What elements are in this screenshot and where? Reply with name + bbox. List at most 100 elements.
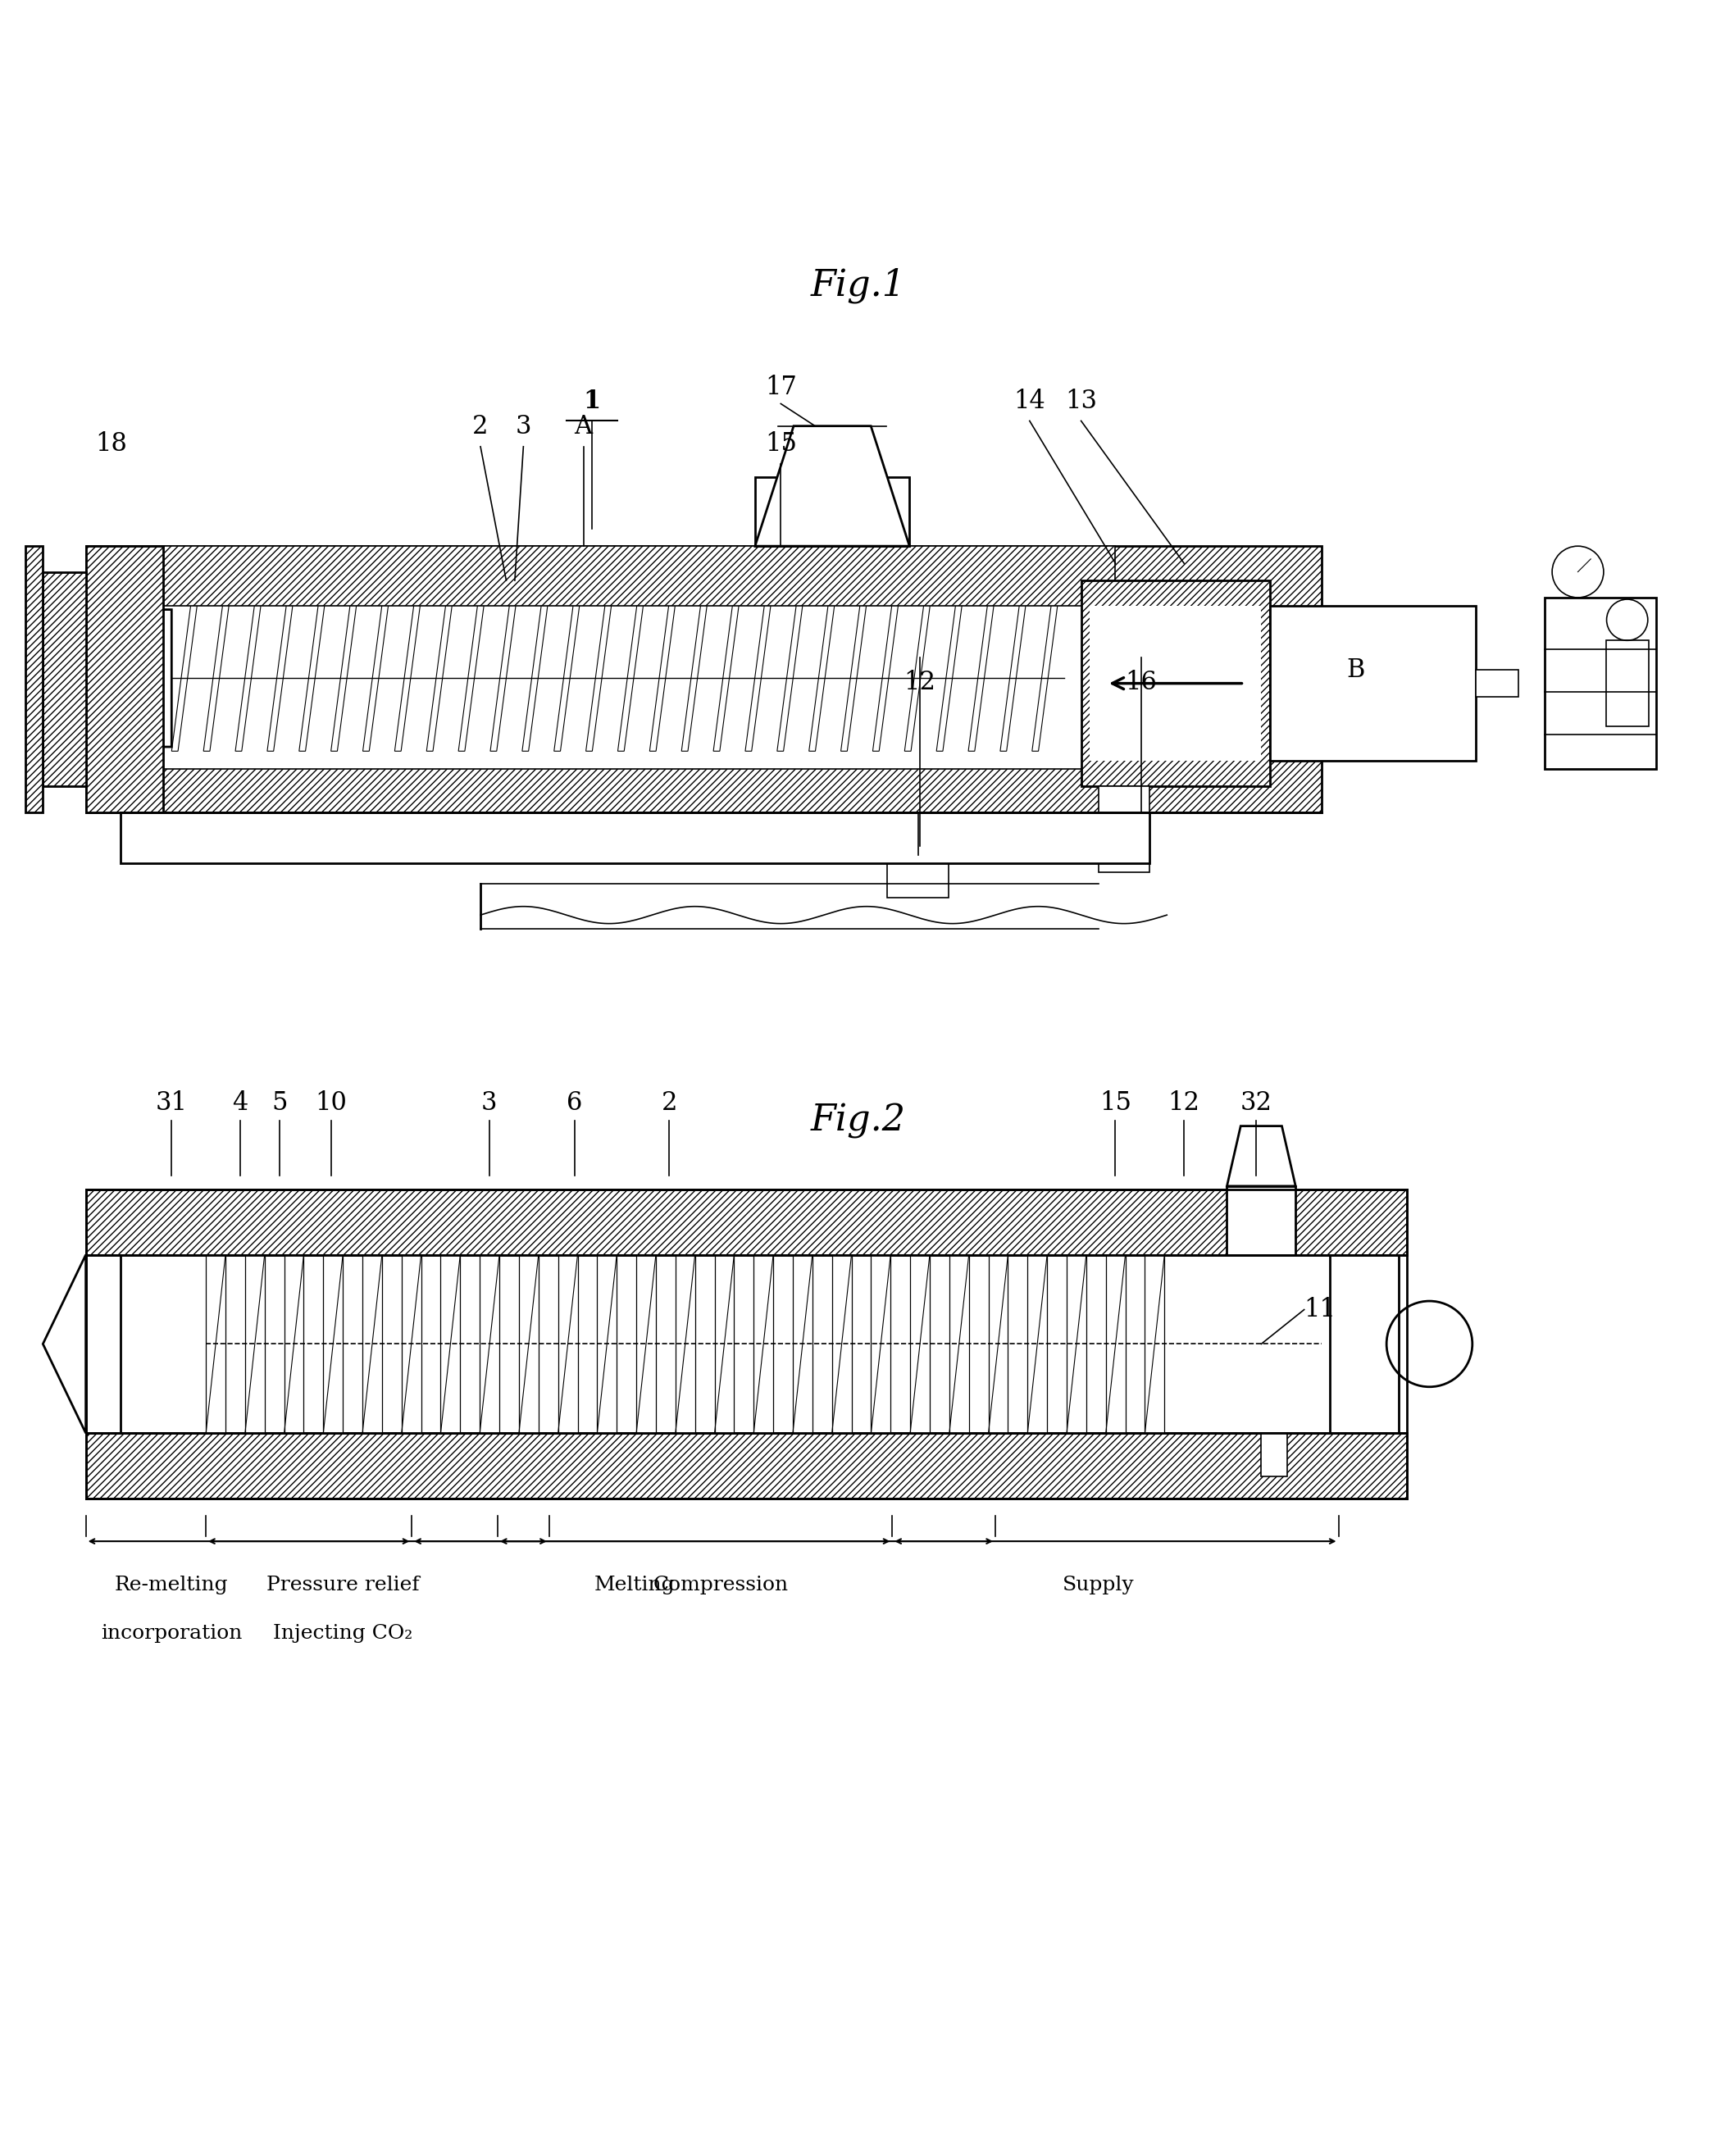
Text: 16: 16 [1126,671,1157,694]
Text: A: A [575,414,592,440]
Polygon shape [1031,606,1057,750]
Bar [86,545,163,813]
Polygon shape [268,606,293,750]
Polygon shape [1000,606,1026,750]
Polygon shape [245,1255,264,1434]
Polygon shape [518,1255,539,1434]
Bar [120,813,1150,865]
Polygon shape [206,1255,225,1434]
Polygon shape [872,1255,891,1434]
Polygon shape [949,1255,970,1434]
Text: 17: 17 [765,375,796,401]
Bar [1227,1186,1296,1255]
Polygon shape [681,606,707,750]
Bar [86,545,1321,813]
Polygon shape [618,606,644,750]
Polygon shape [597,1255,616,1434]
Polygon shape [585,606,611,750]
Polygon shape [26,545,43,813]
Text: 5: 5 [271,1091,288,1117]
Text: 3: 3 [515,414,532,440]
Polygon shape [909,1255,930,1434]
Polygon shape [755,427,909,545]
Bar [1476,671,1519,696]
Text: Compression: Compression [654,1576,788,1595]
Polygon shape [808,606,834,750]
Text: 2: 2 [661,1091,678,1117]
Polygon shape [714,606,740,750]
Text: Fig.2: Fig.2 [810,1104,906,1138]
Polygon shape [1227,1125,1296,1186]
Polygon shape [745,606,770,750]
Text: Supply: Supply [1062,1576,1134,1595]
Polygon shape [968,606,994,750]
Polygon shape [937,606,963,750]
Bar [1090,606,1261,761]
Polygon shape [204,606,228,750]
Polygon shape [43,571,86,787]
Text: Fig.1: Fig.1 [810,267,906,304]
Text: 11: 11 [1304,1298,1337,1322]
Bar [154,545,1115,606]
Bar [1098,787,1150,873]
Bar [1330,1255,1399,1434]
Polygon shape [841,606,867,750]
Polygon shape [873,606,897,750]
Polygon shape [458,606,484,750]
Polygon shape [323,1255,343,1434]
Bar [1270,606,1476,761]
Polygon shape [1105,1255,1126,1434]
Text: 32: 32 [1241,1091,1272,1117]
Polygon shape [676,1255,695,1434]
Polygon shape [427,606,451,750]
Polygon shape [441,1255,460,1434]
Polygon shape [402,1255,420,1434]
Polygon shape [832,1255,851,1434]
Polygon shape [51,610,86,746]
Bar [154,770,1115,813]
Polygon shape [362,1255,383,1434]
Polygon shape [777,606,803,750]
Polygon shape [988,1255,1007,1434]
Polygon shape [235,606,261,750]
Polygon shape [491,606,517,750]
Text: 3: 3 [480,1091,498,1117]
Polygon shape [1145,1255,1165,1434]
Text: 1: 1 [583,388,601,414]
Polygon shape [904,606,930,750]
Polygon shape [554,606,580,750]
Text: 14: 14 [1014,388,1045,414]
Polygon shape [480,1255,499,1434]
Text: Melting: Melting [594,1576,676,1595]
Polygon shape [793,1255,812,1434]
Bar [1261,1434,1287,1477]
Text: 31: 31 [156,1091,187,1117]
Text: 2: 2 [472,414,489,440]
Text: Injecting CO₂: Injecting CO₂ [273,1623,414,1643]
Polygon shape [43,1255,86,1434]
Polygon shape [299,606,324,750]
Polygon shape [77,610,172,746]
Text: 15: 15 [765,431,796,457]
Polygon shape [1067,1255,1086,1434]
Polygon shape [714,1255,734,1434]
Polygon shape [172,606,197,750]
Bar [86,1190,1407,1255]
Bar [1544,597,1656,770]
Polygon shape [637,1255,656,1434]
Bar [887,856,949,897]
Text: 13: 13 [1066,388,1097,414]
Bar [755,476,909,545]
Text: 4: 4 [232,1091,249,1117]
Text: 6: 6 [566,1091,583,1117]
Text: 12: 12 [1169,1091,1199,1117]
Text: Re-melting: Re-melting [115,1576,228,1595]
Polygon shape [331,606,357,750]
Polygon shape [285,1255,304,1434]
Text: Pressure relief: Pressure relief [266,1576,420,1595]
Bar [1606,640,1649,727]
Text: 18: 18 [96,431,127,457]
Polygon shape [395,606,420,750]
Bar [1081,580,1270,787]
Bar [86,1255,120,1434]
